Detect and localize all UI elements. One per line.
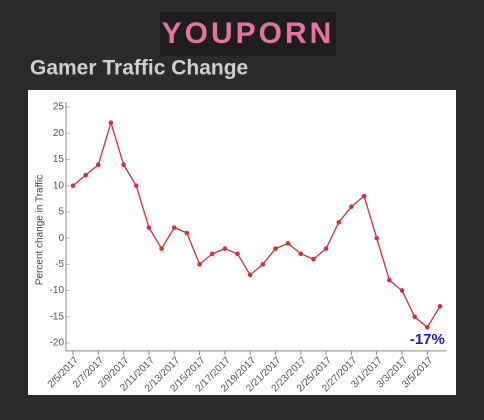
marker: [412, 314, 417, 320]
marker: [121, 162, 126, 167]
y-tick-label: 5: [58, 207, 64, 218]
marker: [209, 251, 215, 257]
marker: [70, 183, 76, 188]
marker: [83, 172, 88, 178]
y-tick-label: -15: [50, 311, 65, 322]
y-tick-label: -10: [50, 285, 65, 296]
marker: [133, 183, 139, 188]
chart-area: [28, 90, 456, 395]
marker: [260, 262, 266, 267]
y-tick-label: 15: [53, 154, 65, 165]
chart-title: Gamer Traffic Change: [30, 57, 248, 80]
logo: YOUPORN: [162, 17, 335, 50]
marker: [437, 303, 443, 309]
y-tick-label: 0: [58, 233, 64, 244]
marker: [146, 225, 152, 230]
marker: [361, 193, 367, 199]
marker: [235, 251, 240, 257]
marker: [311, 256, 316, 262]
marker: [197, 262, 202, 267]
marker: [323, 246, 329, 251]
marker: [285, 241, 291, 246]
marker: [374, 235, 380, 241]
y-tick-label: 10: [53, 180, 65, 191]
marker: [298, 251, 304, 257]
logo-box: [160, 12, 336, 56]
marker: [222, 246, 228, 251]
y-tick-label: -20: [50, 338, 65, 349]
marker: [184, 230, 190, 236]
marker: [159, 246, 164, 251]
marker: [399, 288, 405, 293]
annotation: -17%: [410, 331, 445, 348]
marker: [425, 324, 430, 330]
marker: [96, 162, 101, 167]
marker: [336, 220, 342, 225]
marker: [108, 120, 114, 126]
marker: [387, 277, 392, 283]
y-tick-label: 20: [53, 128, 65, 139]
marker: [247, 272, 253, 278]
y-axis-label: Percent change in Traffic: [35, 175, 46, 285]
marker: [171, 225, 177, 230]
marker: [273, 246, 278, 251]
y-tick-label: 25: [53, 102, 65, 113]
marker: [349, 204, 354, 209]
y-tick-label: -5: [55, 259, 64, 270]
line: [72, 120, 441, 329]
